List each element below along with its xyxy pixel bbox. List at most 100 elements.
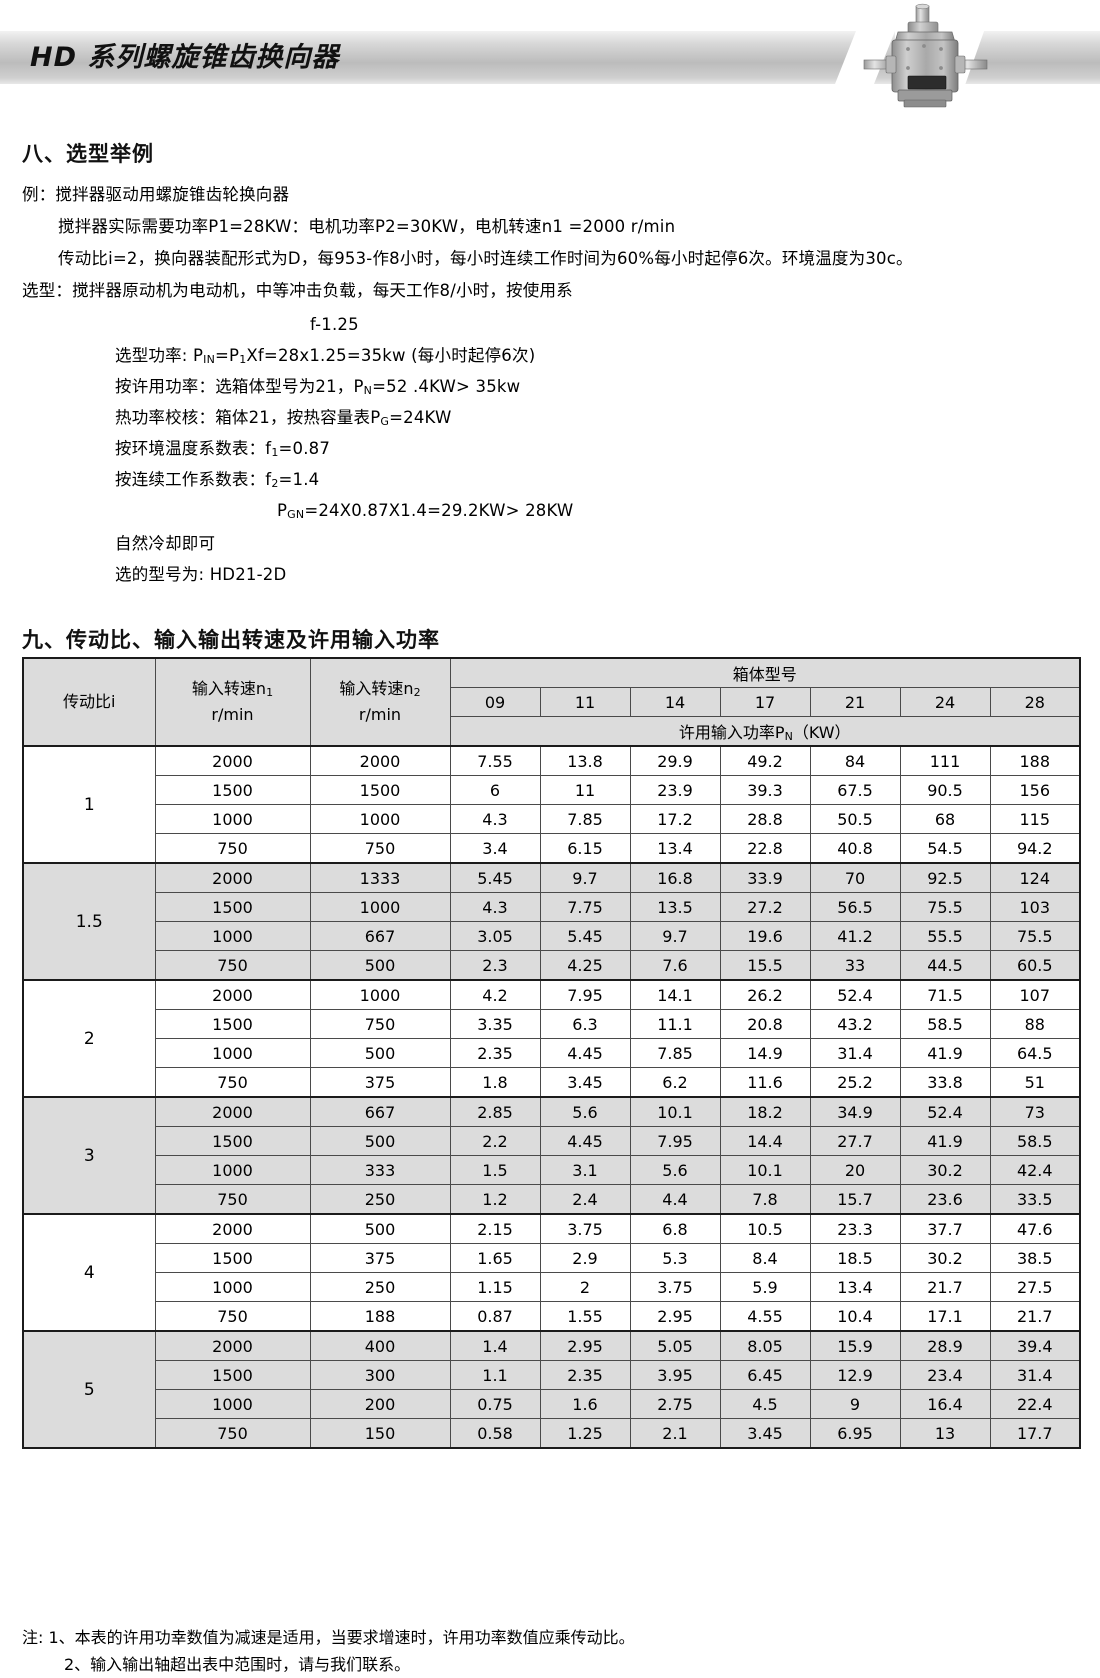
example-power-line: 搅拌器实际需要功率P1=28KW：电机功率P2=30KW，电机转速n1 =200… [58,217,676,236]
cell-power-17: 10.5 [719,1213,811,1244]
calc6-sub: GN [287,507,305,521]
cell-n2: 1000 [309,804,451,834]
note-line-2: 2、输入输出轴超出表中范围时，请与我们联系。 [64,1655,411,1674]
cell-power-21: 56.5 [809,892,901,922]
cell-power-14: 7.85 [629,1038,721,1068]
table-row: 1000 1000 4.3 7.85 17.2 28.8 50.5 68 115 [23,804,1081,834]
cell-power-11: 3.45 [539,1067,631,1098]
cell-power-11: 2.4 [539,1184,631,1215]
cell-ratio-3: 3 [22,1096,156,1215]
cell-n1: 2000 [154,1096,311,1127]
cell-power-14: 7.6 [629,950,721,981]
calc3-sub: G [380,414,390,428]
cell-power-24: 68 [899,804,991,834]
cell-power-17: 7.8 [719,1184,811,1215]
cell-power-17: 3.45 [719,1418,811,1449]
cell-n1: 1000 [154,1389,311,1419]
cell-power-14: 3.95 [629,1360,721,1390]
calc4-sub: 1 [271,445,279,459]
table-row: 1000 500 2.35 4.45 7.85 14.9 31.4 41.9 64.5 [23,1038,1081,1068]
cell-power-28: 64.5 [989,1038,1081,1068]
cell-power-11: 5.6 [539,1096,631,1127]
calc-duty-factor: 按连续工作系数表：f2=1.4 [115,470,319,494]
cell-power-11: 2 [539,1272,631,1302]
cell-power-09: 4.3 [449,804,541,834]
cell-power-24: 54.5 [899,833,991,864]
cell-power-14: 2.95 [629,1301,721,1332]
header-input-speed-n2: 输入转速n2 r/min [309,657,451,747]
cell-n2: 2000 [309,745,451,776]
cell-power-09: 1.4 [449,1330,541,1361]
cell-power-21: 15.7 [809,1184,901,1215]
cell-power-24: 30.2 [899,1155,991,1185]
cell-power-09: 2.35 [449,1038,541,1068]
cell-n1: 2000 [154,1330,311,1361]
cell-power-17: 4.55 [719,1301,811,1332]
calc1-rest2: Xf=28x1.25=35kw (每小时起停6次) [246,346,536,365]
cell-power-09: 3.35 [449,1009,541,1039]
cell-n2: 667 [309,1096,451,1127]
calc2-sub: N [363,383,373,397]
cell-power-17: 14.9 [719,1038,811,1068]
cell-power-17: 14.4 [719,1126,811,1156]
cell-power-21: 20 [809,1155,901,1185]
cell-power-17: 4.5 [719,1389,811,1419]
cell-power-14: 9.7 [629,921,721,951]
table-row: 750 250 1.2 2.4 4.4 7.8 15.7 23.6 33.5 [23,1184,1081,1215]
cell-power-24: 17.1 [899,1301,991,1332]
cell-power-17: 8.05 [719,1330,811,1361]
cell-power-11: 3.75 [539,1213,631,1244]
cell-power-09: 0.58 [449,1418,541,1449]
ratio-speed-power-table: 传动比i 输入转速n1 r/min 输入转速n2 r/min 箱体型号 09 11… [22,657,1081,1449]
calc1-sub: IN [203,352,216,366]
cell-n2: 375 [309,1243,451,1273]
cell-power-11: 1.6 [539,1389,631,1419]
cell-n2: 750 [309,1009,451,1039]
cell-power-11: 2.35 [539,1360,631,1390]
cell-power-14: 7.95 [629,1126,721,1156]
example-condition-line: 传动比i=2，换向器装配形式为D，每953-作8小时，每小时连续工作时间为60%… [58,249,913,268]
cell-power-11: 9.7 [539,862,631,893]
cell-power-14: 6.2 [629,1067,721,1098]
banner-band-right [950,31,1100,84]
table-row: 2 2000 1000 4.2 7.95 14.1 26.2 52.4 71.5 107 [22,979,1081,1098]
cell-power-24: 41.9 [899,1038,991,1068]
calc-thermal-result: PGN=24X0.87X1.4=29.2KW> 28KW [277,501,573,525]
cell-power-21: 34.9 [809,1096,901,1127]
cell-power-17: 18.2 [719,1096,811,1127]
cell-power-21: 6.95 [809,1418,901,1449]
cell-power-21: 27.7 [809,1126,901,1156]
cell-power-24: 30.2 [899,1243,991,1273]
cell-power-24: 33.8 [899,1067,991,1098]
cell-n1: 750 [154,1418,311,1449]
cell-power-21: 18.5 [809,1243,901,1273]
table-row: 750 188 0.87 1.55 2.95 4.55 10.4 17.1 21.7 [23,1301,1081,1332]
cell-n2: 300 [309,1360,451,1390]
cell-power-24: 75.5 [899,892,991,922]
cell-power-17: 19.6 [719,921,811,951]
cell-n1: 1500 [154,775,311,805]
cell-power-24: 111 [899,745,991,776]
table-row: 1 2000 2000 7.55 13.8 29.9 49.2 84 111 188 [22,745,1081,864]
cell-n2: 500 [309,1213,451,1244]
cell-power-14: 6.8 [629,1213,721,1244]
bevel-gear-reverser-photo [863,3,988,108]
cell-power-09: 1.8 [449,1067,541,1098]
cell-n2: 1000 [309,892,451,922]
cell-n1: 1500 [154,1243,311,1273]
cell-n1: 1500 [154,1360,311,1390]
cell-n1: 1000 [154,921,311,951]
page-banner: HD 系列螺旋锥齿换向器 [0,0,1100,112]
cell-power-14: 3.75 [629,1272,721,1302]
calc-thermal-check: 热功率校核：箱体21，按热容量表PG=24KW [115,408,451,432]
cell-n1: 1500 [154,1009,311,1039]
cell-power-17: 20.8 [719,1009,811,1039]
header-model-21: 21 [809,687,901,717]
cell-power-14: 5.3 [629,1243,721,1273]
calc3-label: 热功率校核：箱体21，按热容量表P [115,408,381,427]
cell-power-14: 4.4 [629,1184,721,1215]
calc2-label: 按许用功率：选箱体型号为21，P [115,377,364,396]
cell-power-11: 3.1 [539,1155,631,1185]
cell-n1: 1500 [154,1126,311,1156]
table-row: 1500 750 3.35 6.3 11.1 20.8 43.2 58.5 88 [23,1009,1081,1039]
